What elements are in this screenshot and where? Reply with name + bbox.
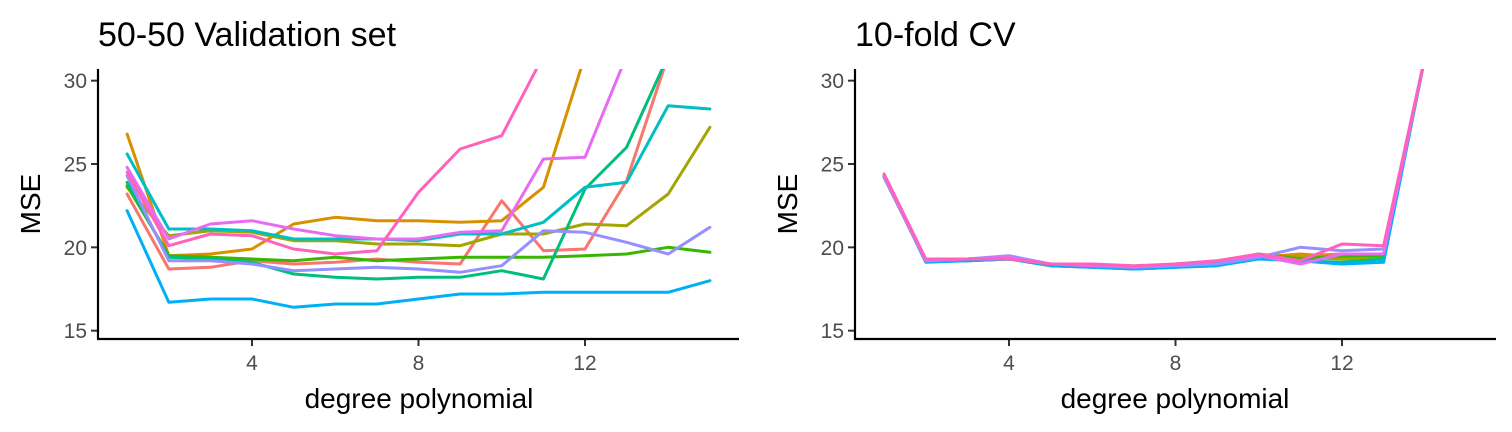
x-axis-label: degree polynomial [305,383,534,414]
series-line-8 [882,69,1424,269]
x-tick-label: 12 [1330,352,1353,375]
series-line-2 [882,69,1424,269]
x-axis-label: degree polynomial [1061,383,1290,414]
axis-lines [853,69,1496,341]
panel-10-fold-cv: 10-fold CV MSE degree polynomial 15 20 25 3… [772,16,1496,414]
series-line-9 [125,69,623,241]
chart-title: 10-fold CV [855,16,1016,54]
panel-validation-set: 50-50 Validation set MSE degree polynomi… [15,16,739,414]
series-line-6 [882,69,1425,271]
plot-area [125,69,712,309]
series-line-10 [882,69,1424,268]
x-tick-label: 8 [413,352,425,375]
plot-area [882,69,1425,271]
y-tick-label: 30 [64,70,87,93]
y-axis-label: MSE [772,174,803,235]
series-line-6 [125,104,712,243]
series-line-7 [125,209,712,309]
x-tick-label: 12 [573,352,596,375]
series-line-5 [882,69,1425,271]
axis-lines [96,69,739,341]
series-line-2 [125,69,583,258]
series-line-10 [125,69,539,256]
series-line-4 [125,184,712,263]
y-tick-label: 25 [64,154,87,177]
y-tick-label: 20 [821,237,844,260]
chart-title: 50-50 Validation set [98,16,397,54]
series-line-8 [125,174,712,274]
x-tick-label: 4 [246,352,258,375]
y-tick-label: 25 [821,154,844,177]
series-line-3 [882,69,1424,269]
y-axis-label: MSE [15,174,46,235]
x-tick-label: 4 [1003,352,1015,375]
axis-ticks: 15 20 25 30 4 8 12 [821,70,1354,375]
series-line-3 [125,125,712,248]
series-line-5 [125,69,664,281]
series-line-9 [882,69,1424,269]
series-line-1 [882,69,1424,269]
y-tick-label: 30 [821,70,844,93]
series-line-4 [882,69,1424,269]
y-tick-label: 15 [821,320,844,343]
x-tick-label: 8 [1170,352,1182,375]
y-tick-label: 15 [64,320,87,343]
series-line-1 [125,69,666,271]
axis-ticks: 15 20 25 30 4 8 12 [64,70,597,375]
series-line-7 [882,69,1425,271]
y-tick-label: 20 [64,237,87,260]
